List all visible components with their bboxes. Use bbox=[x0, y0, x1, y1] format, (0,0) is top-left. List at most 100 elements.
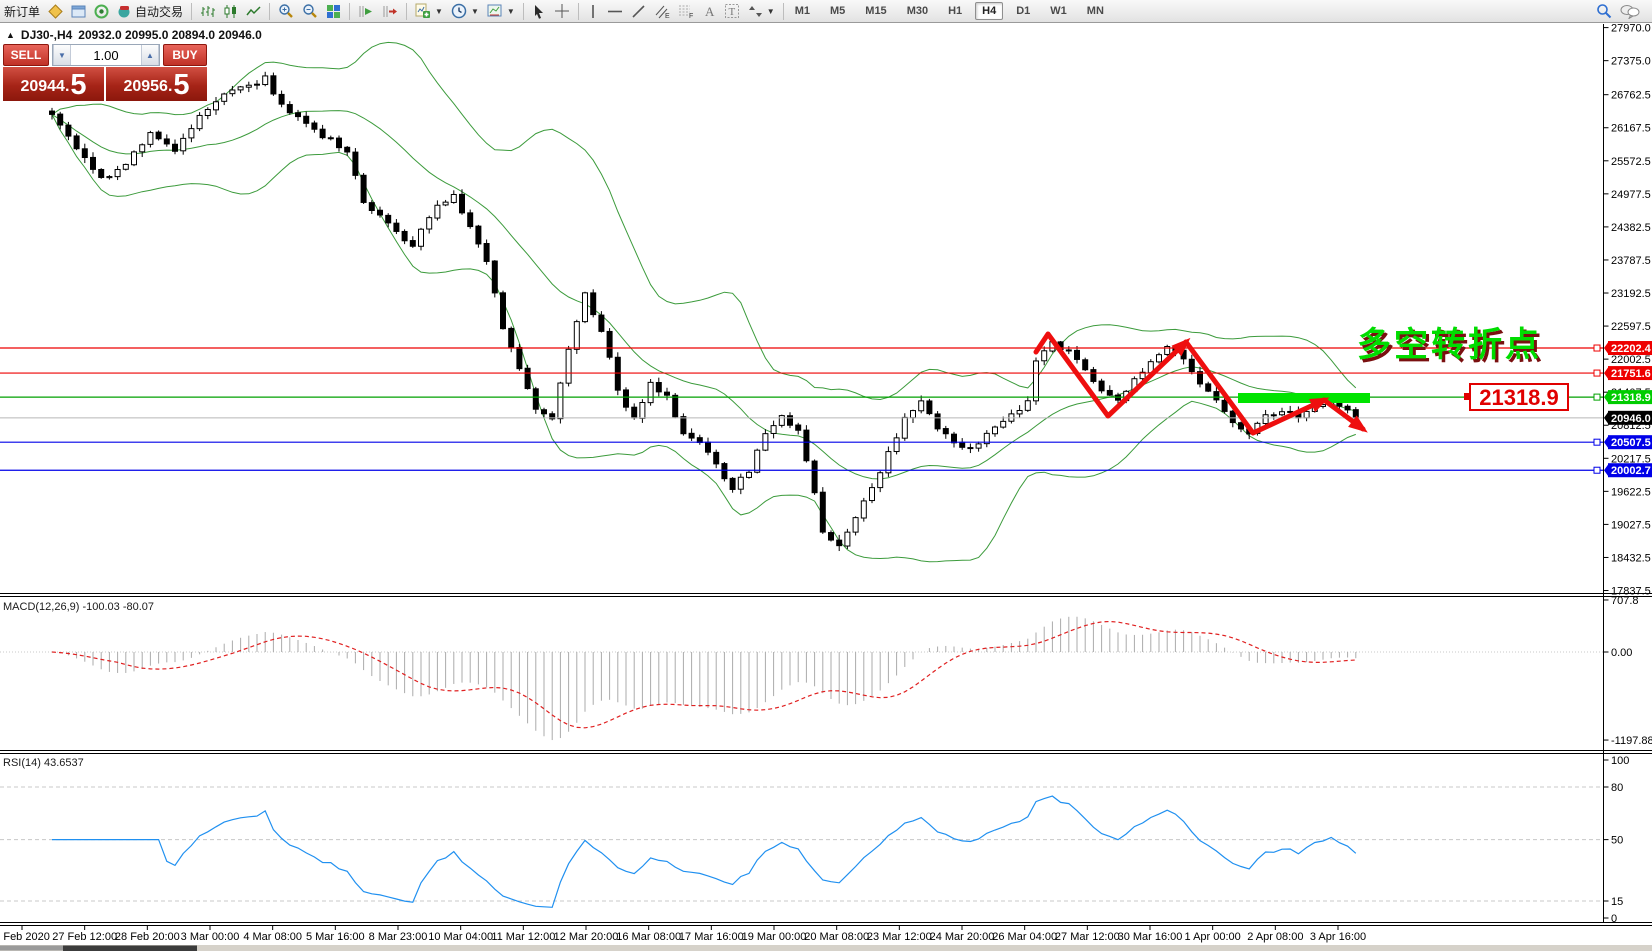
svg-text:22597.5: 22597.5 bbox=[1611, 321, 1651, 333]
macd-pane[interactable] bbox=[0, 616, 1603, 741]
trend-zigzag-arrows[interactable] bbox=[1033, 331, 1368, 436]
indicators-button[interactable]: ▼ bbox=[411, 1, 447, 22]
sell-button-label: SELL bbox=[10, 48, 42, 62]
separator bbox=[349, 2, 351, 20]
bar-chart-icon[interactable] bbox=[196, 1, 219, 22]
svg-text:23 Mar 12:00: 23 Mar 12:00 bbox=[867, 931, 932, 943]
zoom-in-icon[interactable] bbox=[274, 1, 298, 22]
svg-text:25572.5: 25572.5 bbox=[1611, 156, 1651, 168]
timeframe-button-m1[interactable]: M1 bbox=[794, 5, 810, 17]
volume-increase-button[interactable]: ▲ bbox=[141, 45, 159, 65]
svg-text:6 Feb 2020: 6 Feb 2020 bbox=[0, 931, 50, 943]
svg-text:30 Mar 16:00: 30 Mar 16:00 bbox=[1118, 931, 1183, 943]
chat-icon[interactable] bbox=[1616, 1, 1644, 22]
svg-text:23787.5: 23787.5 bbox=[1611, 255, 1651, 267]
new-order-button[interactable]: 新订单 bbox=[0, 1, 44, 22]
timeframe-button-d1[interactable]: D1 bbox=[1016, 5, 1031, 17]
collapse-triangle-icon[interactable]: ▲ bbox=[6, 30, 15, 40]
svg-text:F: F bbox=[689, 13, 693, 19]
tile-windows-icon[interactable] bbox=[322, 1, 345, 22]
volume-decrease-button[interactable]: ▼ bbox=[53, 45, 71, 65]
chart-shift-icon[interactable] bbox=[378, 1, 402, 22]
rsi-line bbox=[52, 795, 1357, 908]
channel-icon[interactable]: E bbox=[650, 1, 674, 22]
buy-price[interactable]: 20956. 5 bbox=[106, 67, 207, 101]
line-chart-icon[interactable] bbox=[242, 1, 265, 22]
fibonacci-icon[interactable]: F bbox=[674, 1, 698, 22]
templates-button[interactable]: ▼ bbox=[483, 1, 519, 22]
autotrading-button[interactable]: 自动交易 bbox=[113, 1, 187, 22]
terminal-icon[interactable] bbox=[90, 1, 113, 22]
price-axis: 27970.0 27375.0 26762.5 26167.5 25572.5 24977… bbox=[1603, 24, 1652, 598]
sell-price[interactable]: 20944. 5 bbox=[3, 67, 104, 101]
trendline-icon[interactable] bbox=[627, 1, 650, 22]
auto-scroll-icon[interactable] bbox=[354, 1, 378, 22]
separator bbox=[191, 2, 193, 20]
zoom-out-icon[interactable] bbox=[298, 1, 322, 22]
svg-text:50: 50 bbox=[1611, 835, 1623, 847]
one-click-trading-panel: SELL ▼ ▲ BUY 20944. 5 20956. 5 bbox=[3, 44, 207, 101]
arrows-icon[interactable]: ▼ bbox=[744, 1, 779, 22]
ohlc-values: 20932.0 20995.0 20894.0 20946.0 bbox=[78, 28, 262, 42]
candle-chart-icon[interactable] bbox=[219, 1, 242, 22]
chart-symbol-header: ▲ DJ30-,H4 20932.0 20995.0 20894.0 20946… bbox=[6, 28, 262, 42]
svg-text:20 Mar 08:00: 20 Mar 08:00 bbox=[804, 931, 869, 943]
search-icon[interactable] bbox=[1592, 1, 1616, 22]
bollinger-upper-band bbox=[51, 41, 1357, 401]
timeframe-button-h4[interactable]: H4 bbox=[975, 2, 1004, 20]
svg-text:20002.7: 20002.7 bbox=[1611, 465, 1651, 477]
rsi-pane[interactable] bbox=[0, 786, 1603, 908]
svg-text:11 Mar 12:00: 11 Mar 12:00 bbox=[491, 931, 555, 943]
text-icon[interactable]: A bbox=[698, 1, 720, 22]
h-scrollbar-thumb[interactable] bbox=[63, 945, 197, 951]
svg-text:20217.5: 20217.5 bbox=[1611, 453, 1651, 465]
timeframe-button-w1[interactable]: W1 bbox=[1050, 5, 1067, 17]
svg-text:18432.5: 18432.5 bbox=[1611, 552, 1651, 564]
svg-text:3 Apr 16:00: 3 Apr 16:00 bbox=[1310, 931, 1366, 943]
svg-text:22002.5: 22002.5 bbox=[1611, 354, 1651, 366]
line-anchor-handle bbox=[1593, 466, 1601, 474]
market-watch-icon[interactable] bbox=[44, 1, 67, 22]
annotation-text[interactable]: 多空转折点 bbox=[1357, 326, 1542, 364]
sell-button[interactable]: SELL bbox=[3, 44, 49, 66]
svg-text:16 Mar 08:00: 16 Mar 08:00 bbox=[616, 931, 681, 943]
svg-text:27 Feb 12:00: 27 Feb 12:00 bbox=[52, 931, 117, 943]
timeframe-button-m15[interactable]: M15 bbox=[865, 5, 887, 17]
svg-text:0.00: 0.00 bbox=[1611, 647, 1632, 659]
timeframe-button-mn[interactable]: MN bbox=[1086, 5, 1104, 17]
cursor-icon[interactable] bbox=[528, 1, 550, 22]
buy-button[interactable]: BUY bbox=[163, 44, 207, 66]
svg-text:12 Mar 20:00: 12 Mar 20:00 bbox=[554, 931, 619, 943]
indicator-axes: 707.8 0.00 -1197.88 100 80 50 15 0 bbox=[1603, 595, 1652, 925]
crosshair-icon[interactable] bbox=[550, 1, 574, 22]
line-anchor-handle bbox=[1593, 438, 1601, 446]
price-badge-21751.6: 21751.6 bbox=[1604, 366, 1652, 381]
timeframe-button-m30[interactable]: M30 bbox=[906, 5, 929, 17]
svg-text:27 Mar 12:00: 27 Mar 12:00 bbox=[1055, 931, 1120, 943]
new-order-label: 新订单 bbox=[4, 4, 41, 19]
toolbar-right-group bbox=[1592, 1, 1644, 22]
svg-text:21751.6: 21751.6 bbox=[1611, 368, 1651, 380]
svg-text:80: 80 bbox=[1611, 782, 1623, 794]
annotation-text-shadow: 多空转折点 bbox=[1360, 329, 1545, 367]
text-label-icon[interactable]: T bbox=[720, 1, 744, 22]
timeframe-button-m5[interactable]: M5 bbox=[830, 5, 846, 17]
svg-text:19622.5: 19622.5 bbox=[1611, 486, 1651, 498]
volume-input[interactable] bbox=[71, 45, 141, 65]
price-label-21318[interactable]: 21318.9 bbox=[1464, 383, 1569, 411]
svg-text:21318.9: 21318.9 bbox=[1479, 385, 1559, 410]
horizontal-line-icon[interactable] bbox=[603, 1, 627, 22]
svg-text:27970.0: 27970.0 bbox=[1611, 24, 1651, 35]
dropdown-caret: ▼ bbox=[766, 6, 775, 16]
svg-text:707.8: 707.8 bbox=[1611, 595, 1639, 607]
separator bbox=[406, 2, 408, 20]
svg-text:1 Apr 00:00: 1 Apr 00:00 bbox=[1185, 931, 1241, 943]
navigator-icon[interactable] bbox=[67, 1, 90, 22]
periods-button[interactable]: ▼ bbox=[447, 1, 483, 22]
timeframe-button-h1[interactable]: H1 bbox=[948, 5, 963, 17]
vertical-line-icon[interactable] bbox=[583, 1, 603, 22]
macd-label: MACD(12,26,9) -100.03 -80.07 bbox=[3, 601, 154, 613]
